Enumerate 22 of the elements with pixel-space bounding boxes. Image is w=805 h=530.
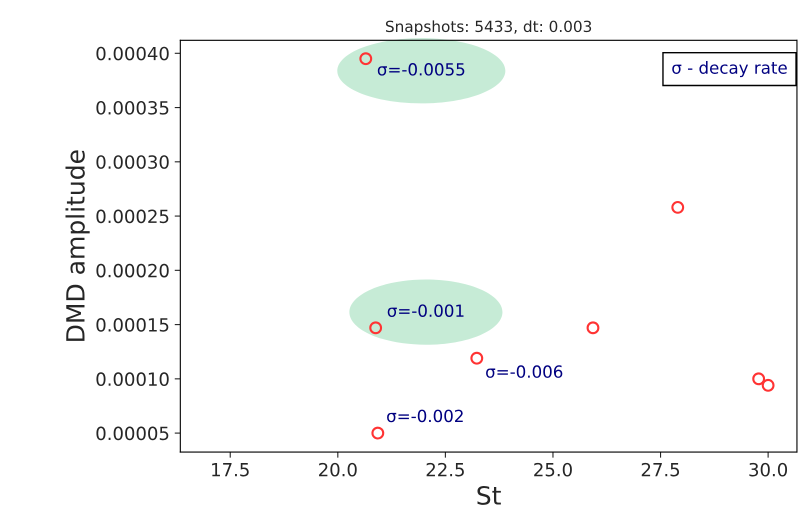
annotation: σ=-0.002 [387,410,463,422]
annotation: σ=-0.001 [388,304,464,317]
annotation: σ=-0.0055 [378,63,464,76]
x-axis-title: St [477,486,501,505]
y-tick-label: 0.00020 [96,264,169,278]
x-tick-label: 17.5 [212,463,249,476]
y-tick-label: 0.00025 [96,210,168,224]
y-axis-title: DMD amplitude [65,150,90,341]
x-tick-label: 27.5 [642,462,680,476]
y-tick-label: 0.00005 [96,426,168,440]
chart-title: Snapshots: 5433, dt: 0.003 [386,20,592,36]
y-tick-label: 0.00015 [96,318,168,332]
x-tick-label: 30.0 [749,462,788,476]
y-tick-label: 0.00035 [96,101,168,115]
x-tick-label: 25.0 [534,462,572,476]
annotation: σ=-0.006 [486,365,562,378]
y-tick-label: 0.00030 [96,155,169,169]
y-tick-label: 0.00010 [96,372,169,386]
annotation: σ - decay rate [672,61,787,78]
x-tick-label: 22.5 [426,462,464,476]
y-tick-label: 0.00040 [96,46,169,60]
x-tick-label: 20.0 [319,462,357,476]
